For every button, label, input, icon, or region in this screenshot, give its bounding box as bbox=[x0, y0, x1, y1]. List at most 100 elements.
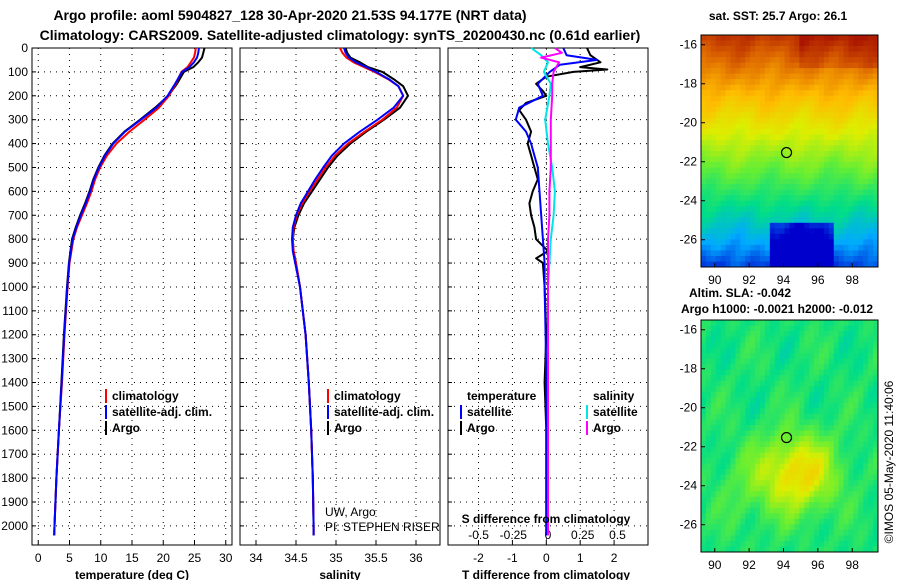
map-cell bbox=[838, 463, 844, 470]
map-cell bbox=[769, 228, 776, 235]
map-cell bbox=[735, 469, 741, 476]
map-cell bbox=[725, 524, 731, 531]
map-cell bbox=[755, 51, 761, 58]
map-cell bbox=[814, 325, 820, 332]
map-cell bbox=[794, 491, 800, 498]
map-cell bbox=[819, 189, 825, 196]
map-cell bbox=[838, 380, 844, 387]
map-cell bbox=[833, 347, 840, 354]
map-cell bbox=[764, 524, 771, 531]
map-cell bbox=[774, 101, 781, 108]
map-cell bbox=[705, 117, 712, 124]
map-cell bbox=[868, 369, 874, 376]
map-cell bbox=[760, 469, 766, 476]
map-cell bbox=[720, 239, 726, 246]
map-cell bbox=[774, 408, 781, 415]
map-cell bbox=[710, 79, 717, 86]
map-cell bbox=[720, 167, 726, 174]
map-cell bbox=[809, 441, 815, 448]
map-cell bbox=[715, 261, 722, 268]
map-cell bbox=[740, 156, 746, 163]
map-cell bbox=[789, 51, 795, 58]
map-cell bbox=[789, 244, 795, 251]
map-cell bbox=[730, 90, 736, 97]
map-cell bbox=[730, 250, 736, 257]
map-cell bbox=[774, 386, 781, 393]
map-lat-label: -22 bbox=[680, 155, 698, 169]
map-cell bbox=[833, 73, 840, 80]
map-cell bbox=[858, 353, 864, 360]
map-cell bbox=[720, 123, 726, 130]
map-cell bbox=[843, 101, 849, 108]
map-cell bbox=[740, 189, 746, 196]
map-cell bbox=[828, 139, 835, 146]
map-cell bbox=[804, 62, 810, 69]
map-cell bbox=[701, 546, 707, 553]
depth-tick-label: 1000 bbox=[1, 280, 28, 294]
map-cell bbox=[701, 408, 707, 415]
map-cell bbox=[838, 51, 844, 58]
map-cell bbox=[799, 469, 805, 476]
map-cell bbox=[764, 320, 771, 326]
map-cell bbox=[809, 502, 815, 509]
map-cell bbox=[863, 436, 869, 442]
map-cell bbox=[799, 178, 805, 185]
map-cell bbox=[858, 84, 864, 91]
map-cell bbox=[799, 200, 805, 207]
map-cell bbox=[799, 386, 805, 393]
map-cell bbox=[819, 369, 825, 376]
map-cell bbox=[779, 178, 785, 185]
map-cell bbox=[769, 139, 776, 146]
map-cell bbox=[863, 244, 869, 251]
map-cell bbox=[730, 436, 736, 442]
map-cell bbox=[774, 436, 781, 442]
map-cell bbox=[725, 447, 731, 453]
map-cell bbox=[720, 331, 726, 337]
map-cell bbox=[843, 391, 849, 398]
map-cell bbox=[710, 35, 717, 41]
map-cell bbox=[819, 463, 825, 470]
map-cell bbox=[819, 347, 825, 354]
map-cell bbox=[833, 217, 840, 224]
map-cell bbox=[863, 139, 869, 146]
map-cell bbox=[705, 331, 712, 337]
map-cell bbox=[725, 419, 731, 426]
map-cell bbox=[819, 408, 825, 415]
map-cell bbox=[730, 485, 736, 492]
map-cell bbox=[730, 167, 736, 174]
map-cell bbox=[720, 35, 726, 41]
map-cell bbox=[789, 112, 795, 119]
map-cell bbox=[853, 40, 859, 47]
map-cell bbox=[769, 397, 776, 404]
map-cell bbox=[784, 195, 790, 202]
map-cell bbox=[710, 452, 717, 459]
map-cell bbox=[760, 250, 766, 257]
map-cell bbox=[809, 112, 815, 119]
map-cell bbox=[755, 325, 761, 332]
map-cell bbox=[814, 353, 820, 360]
map-cell bbox=[868, 51, 874, 58]
map-cell bbox=[828, 507, 835, 514]
map-cell bbox=[769, 68, 776, 75]
map-cell bbox=[819, 469, 825, 476]
map-cell bbox=[868, 117, 874, 124]
map-cell bbox=[838, 502, 844, 509]
map-cell bbox=[745, 331, 751, 337]
map-cell bbox=[784, 84, 790, 91]
map-cell bbox=[745, 90, 751, 97]
map-cell bbox=[868, 413, 874, 420]
map-cell bbox=[755, 255, 761, 262]
map-cell bbox=[838, 408, 844, 415]
map-cell bbox=[725, 134, 731, 141]
map-cell bbox=[764, 447, 771, 453]
map-cell bbox=[804, 79, 810, 86]
map-cell bbox=[828, 535, 835, 542]
map-cell bbox=[858, 419, 864, 426]
map-cell bbox=[794, 424, 800, 431]
map-cell bbox=[858, 458, 864, 465]
map-cell bbox=[725, 375, 731, 382]
map-cell bbox=[868, 320, 874, 326]
map-cell bbox=[838, 397, 844, 404]
map-cell bbox=[819, 46, 825, 52]
map-cell bbox=[868, 95, 874, 102]
